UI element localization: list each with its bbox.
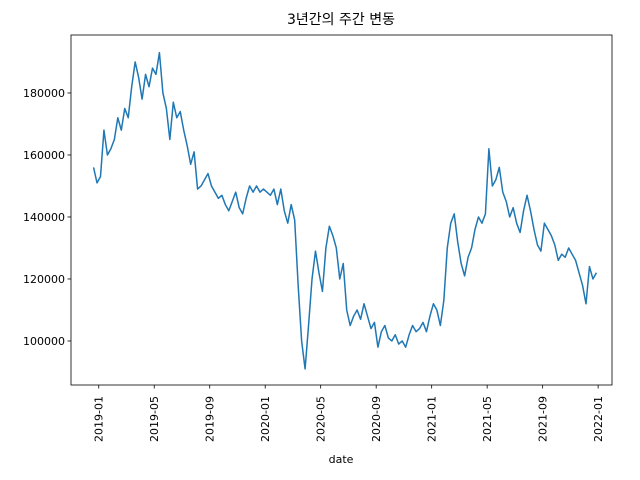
x-tick-label: 2019-01 bbox=[93, 396, 106, 442]
x-axis-label: date bbox=[329, 453, 354, 466]
axes-frame bbox=[70, 34, 613, 386]
x-tick-label: 2021-09 bbox=[537, 396, 550, 442]
x-tick-label: 2021-05 bbox=[481, 396, 494, 442]
x-tick-label: 2019-05 bbox=[148, 396, 161, 442]
data-line bbox=[92, 51, 598, 370]
y-tick-label: 100000 bbox=[23, 335, 65, 348]
y-tick-label: 140000 bbox=[23, 211, 65, 224]
x-tick-label: 2019-09 bbox=[204, 396, 217, 442]
x-tick-label: 2021-01 bbox=[426, 396, 439, 442]
chart-title: 3년간의 주간 변동 bbox=[287, 12, 395, 28]
y-tick-label: 160000 bbox=[23, 149, 65, 162]
x-tick-label: 2020-01 bbox=[259, 396, 272, 442]
x-tick-label: 2020-09 bbox=[370, 396, 383, 442]
y-tick-label: 180000 bbox=[23, 87, 65, 100]
y-tick-label: 120000 bbox=[23, 273, 65, 286]
x-tick-label: 2022-01 bbox=[592, 396, 605, 442]
x-tick-label: 2020-05 bbox=[315, 396, 328, 442]
